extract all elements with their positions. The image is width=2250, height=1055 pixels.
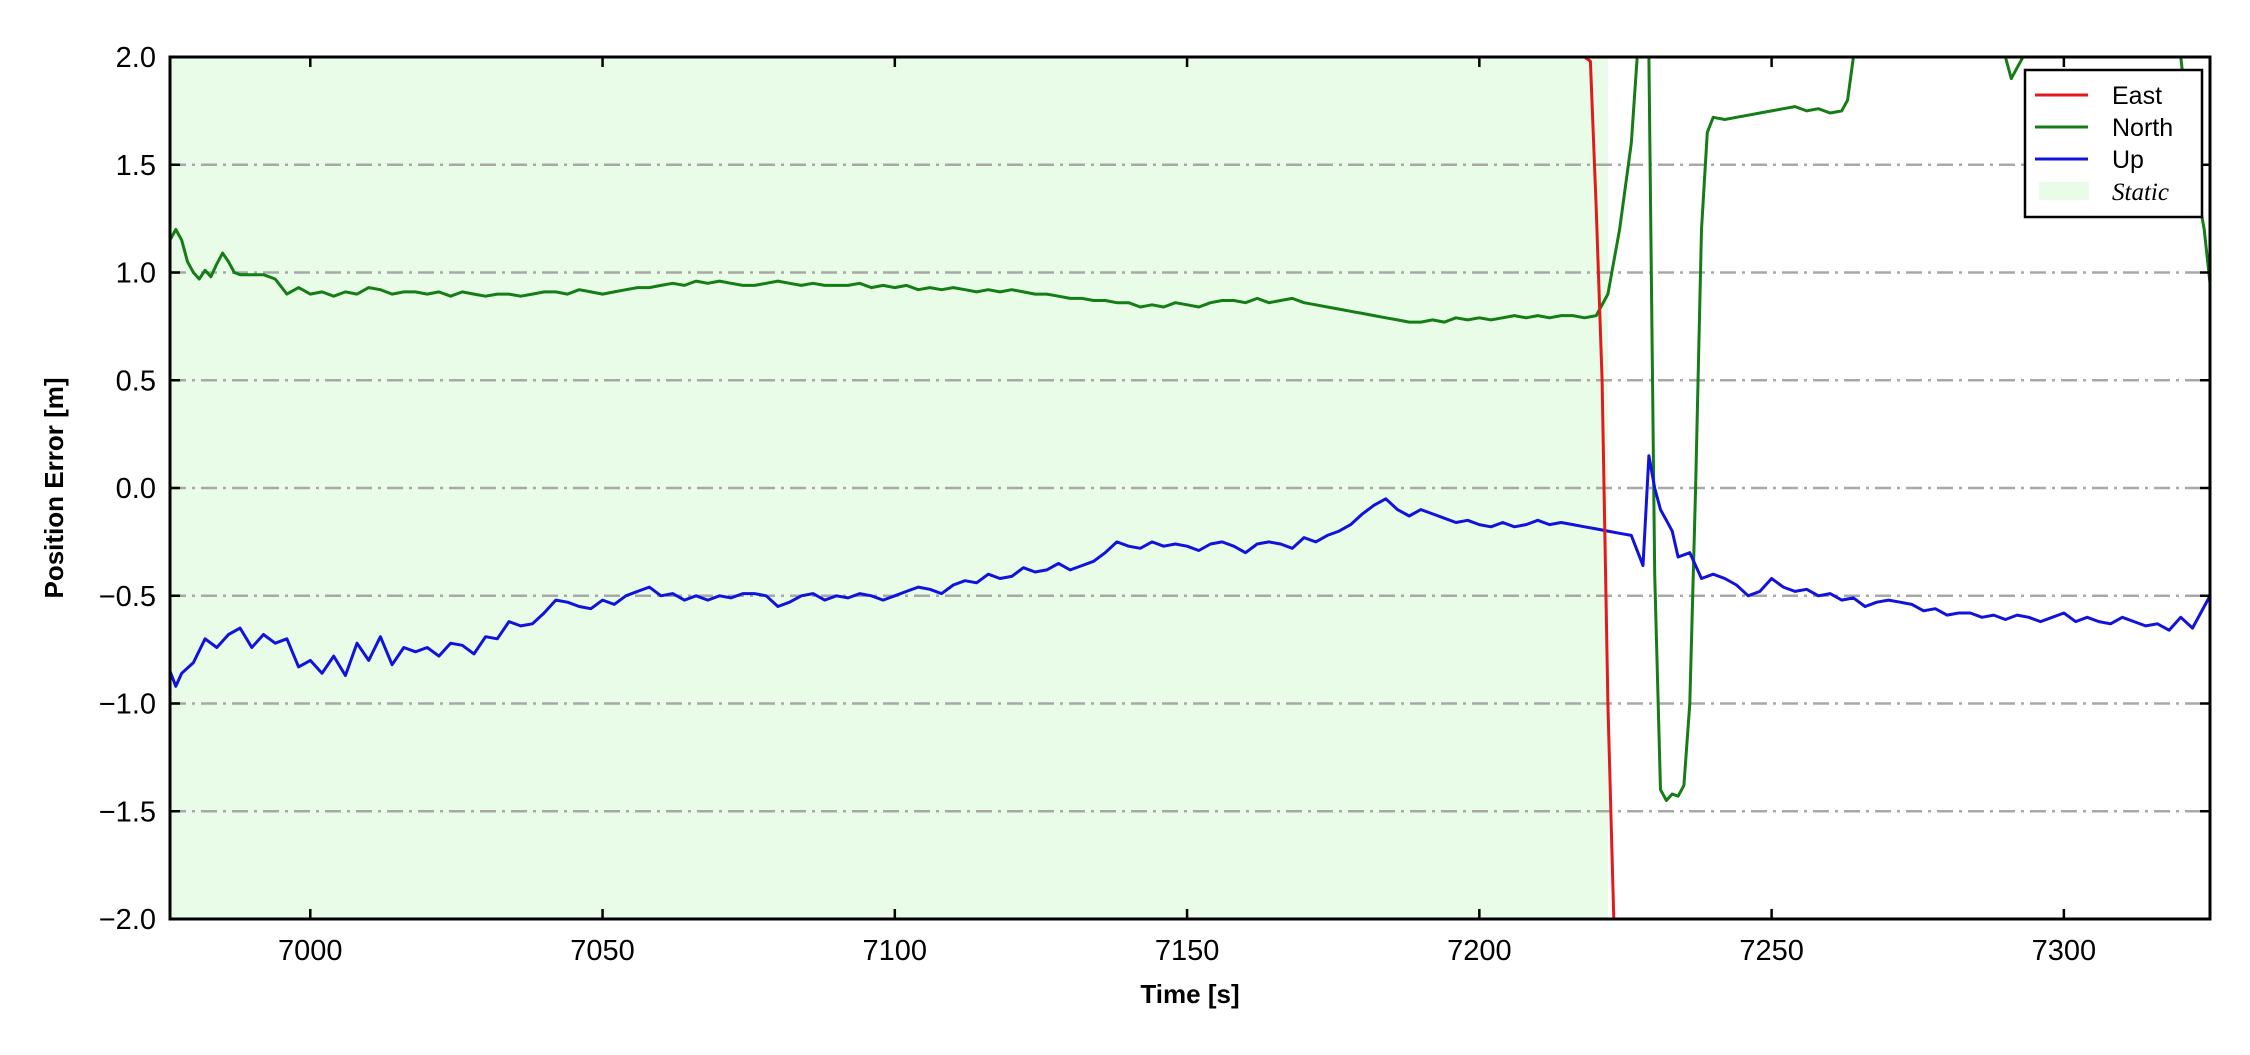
y-tick-label-8: 2.0 xyxy=(116,42,156,74)
y-tick-label-7: 1.5 xyxy=(116,150,156,182)
legend-label-up: Up xyxy=(2112,146,2144,174)
x-tick-label-3: 7150 xyxy=(1155,935,1220,967)
y-tick-label-3: −0.5 xyxy=(99,581,156,613)
legend-label-north: North xyxy=(2112,114,2173,142)
x-tick-label-6: 7300 xyxy=(2032,935,2097,967)
series-line-up xyxy=(170,454,2210,688)
y-tick-label-5: 0.5 xyxy=(116,365,156,397)
x-tick-label-1: 7050 xyxy=(570,935,635,967)
x-tick-label-5: 7250 xyxy=(1739,935,1804,967)
y-tick-label-4: 0.0 xyxy=(116,473,156,505)
y-tick-label-0: −2.0 xyxy=(99,904,156,936)
x-tick-label-4: 7200 xyxy=(1447,935,1512,967)
legend-label-east: East xyxy=(2112,82,2162,110)
legend-swatch-static xyxy=(2039,182,2089,200)
legend-label-static: Static xyxy=(2112,179,2169,206)
y-tick-label-6: 1.0 xyxy=(116,258,156,290)
y-axis-title: Position Error [m] xyxy=(39,377,69,598)
x-tick-label-0: 7000 xyxy=(278,935,343,967)
series-line-east xyxy=(1555,57,1616,919)
x-tick-label-2: 7100 xyxy=(863,935,928,967)
x-axis-title: Time [s] xyxy=(1140,979,1239,1009)
y-tick-label-2: −1.0 xyxy=(99,689,156,721)
y-tick-label-1: −1.5 xyxy=(99,796,156,828)
